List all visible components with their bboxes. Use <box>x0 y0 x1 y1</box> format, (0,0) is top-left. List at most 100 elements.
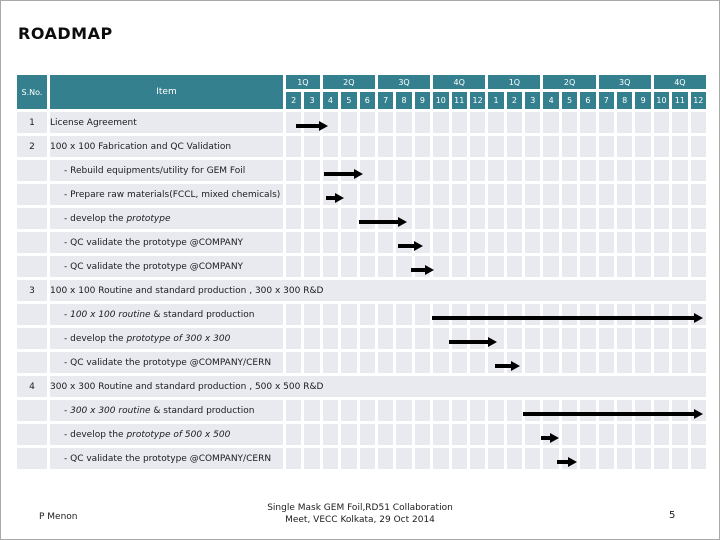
timeline-cell <box>525 160 541 181</box>
timeline-cell <box>635 136 651 157</box>
table-row: 2 100 x 100 Fabrication and QC Validation <box>17 136 706 157</box>
item-text-segment: 100 x 100 Fabrication and QC Validation <box>50 141 232 152</box>
gantt-arrowhead-icon <box>487 337 497 347</box>
timeline-cell <box>580 424 596 445</box>
quarter-header-y2: 2Q <box>543 75 596 89</box>
timeline-cell <box>451 208 467 229</box>
timeline-cell <box>617 160 633 181</box>
timeline-cell <box>598 352 615 373</box>
timeline-cell <box>377 304 394 325</box>
timeline-cell <box>359 136 375 157</box>
sno-cell <box>17 352 47 373</box>
timeline-cell <box>617 232 633 253</box>
timeline-cell <box>377 328 394 349</box>
gantt-arrowhead-icon <box>397 217 407 227</box>
table-row: - QC validate the prototype @COMPANY/CER… <box>17 352 706 373</box>
timeline-cell <box>580 232 596 253</box>
timeline-cell <box>396 112 412 133</box>
timeline-cell <box>286 448 302 469</box>
timeline-cell <box>341 400 357 421</box>
roadmap-body: 1 License Agreement 2 100 x 100 Fabrication… <box>17 112 706 469</box>
timeline-cell <box>653 424 670 445</box>
timeline-cell <box>672 208 688 229</box>
sno-cell <box>17 232 47 253</box>
timeline-cell <box>598 256 615 277</box>
timeline-cell <box>653 448 670 469</box>
month-header: 4 <box>543 92 559 109</box>
timeline-cell <box>304 352 320 373</box>
quarter-header-y1: 2Q <box>322 75 375 89</box>
table-row: - QC validate the prototype @COMPANY <box>17 256 706 277</box>
month-header: 10 <box>653 92 670 109</box>
timeline-cell <box>341 208 357 229</box>
table-row: 3 100 x 100 Routine and standard producti… <box>17 280 706 301</box>
timeline-cell <box>506 160 523 181</box>
gantt-arrow <box>295 121 329 131</box>
timeline-cell <box>543 160 559 181</box>
timeline-cell <box>451 424 467 445</box>
timeline-cell <box>359 352 375 373</box>
month-header: 3 <box>525 92 541 109</box>
gantt-arrow <box>359 217 407 227</box>
gantt-arrow-shaft <box>410 268 426 272</box>
timeline-cell <box>414 352 431 373</box>
timeline-cell <box>617 112 633 133</box>
item-text-segment: 300 x 300 Routine and standard productio… <box>50 381 324 392</box>
timeline-cell <box>396 184 412 205</box>
timeline-cell <box>598 232 615 253</box>
month-header: 8 <box>396 92 412 109</box>
item-cell: 300 x 300 Routine and standard productio… <box>50 376 706 397</box>
timeline-cell <box>341 136 357 157</box>
timeline-cell <box>617 256 633 277</box>
col-header-item: Item <box>50 75 283 109</box>
timeline-cell <box>525 352 541 373</box>
timeline-cell <box>396 256 412 277</box>
timeline-cell <box>377 448 394 469</box>
timeline-cell <box>561 424 578 445</box>
gantt-arrowhead-icon <box>319 121 329 131</box>
timeline-cell <box>506 184 523 205</box>
timeline-cell <box>286 424 302 445</box>
timeline-cell <box>598 448 615 469</box>
timeline-cell <box>690 136 706 157</box>
timeline-cell <box>469 232 486 253</box>
timeline-cell <box>543 352 559 373</box>
month-header: 8 <box>617 92 633 109</box>
timeline-cell <box>561 184 578 205</box>
timeline-cell <box>469 208 486 229</box>
gantt-arrowhead-icon <box>693 313 703 323</box>
timeline-cell <box>488 208 504 229</box>
item-cell: - Prepare raw materials(FCCL, mixed chem… <box>50 184 283 205</box>
item-text-segment: prototype of 300 x 300 <box>126 333 231 344</box>
timeline-cell <box>377 184 394 205</box>
timeline-cell <box>451 184 467 205</box>
timeline-cell <box>672 184 688 205</box>
timeline-cell <box>469 136 486 157</box>
item-text-segment: - develop the <box>64 333 127 344</box>
item-text-segment: prototype of 500 x 500 <box>126 429 231 440</box>
timeline-cell <box>433 328 449 349</box>
gantt-arrow-shaft <box>495 364 512 368</box>
timeline-cell <box>359 256 375 277</box>
item-text-segment: - QC validate the prototype @COMPANY/CER… <box>64 357 272 368</box>
timeline-cell <box>690 208 706 229</box>
item-cell: - QC validate the prototype @COMPANY/CER… <box>50 448 283 469</box>
timeline-cell <box>304 136 320 157</box>
timeline-cell <box>396 400 412 421</box>
timeline-cell <box>672 232 688 253</box>
timeline-cell <box>488 136 504 157</box>
timeline-cell <box>488 160 504 181</box>
timeline-cell <box>414 328 431 349</box>
timeline-cell <box>359 328 375 349</box>
page-number: 5 <box>669 510 676 521</box>
timeline-cell <box>451 136 467 157</box>
table-row: - 300 x 300 routine & standard productio… <box>17 400 706 421</box>
timeline-cell <box>543 328 559 349</box>
timeline-cell <box>359 448 375 469</box>
timeline-cell <box>322 448 339 469</box>
timeline-cell <box>653 208 670 229</box>
sno-cell: 3 <box>17 280 47 301</box>
timeline-cell <box>377 424 394 445</box>
month-header: 7 <box>598 92 615 109</box>
timeline-cell <box>653 112 670 133</box>
